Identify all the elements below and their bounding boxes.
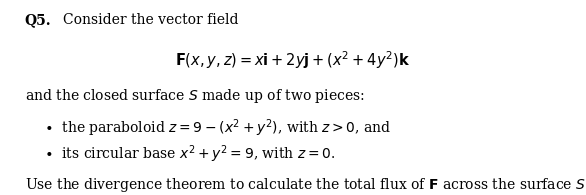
- Text: Consider the vector field: Consider the vector field: [63, 13, 239, 27]
- Text: $\mathbf{F}(x, y, z) = x\mathbf{i} + 2y\mathbf{j} + (x^2 + 4y^2)\mathbf{k}$: $\mathbf{F}(x, y, z) = x\mathbf{i} + 2y\…: [175, 50, 411, 71]
- Text: Use the divergence theorem to calculate the total flux of $\mathbf{F}$ across th: Use the divergence theorem to calculate …: [25, 176, 586, 193]
- Text: $\bullet$  its circular base $x^2 + y^2 = 9$, with $z = 0$.: $\bullet$ its circular base $x^2 + y^2 =…: [44, 143, 335, 165]
- Text: Q5.: Q5.: [25, 13, 51, 27]
- Text: $\bullet$  the paraboloid $z = 9 - (x^2 + y^2)$, with $z > 0$, and: $\bullet$ the paraboloid $z = 9 - (x^2 +…: [44, 117, 391, 139]
- Text: and the closed surface $S$ made up of two pieces:: and the closed surface $S$ made up of tw…: [25, 87, 364, 105]
